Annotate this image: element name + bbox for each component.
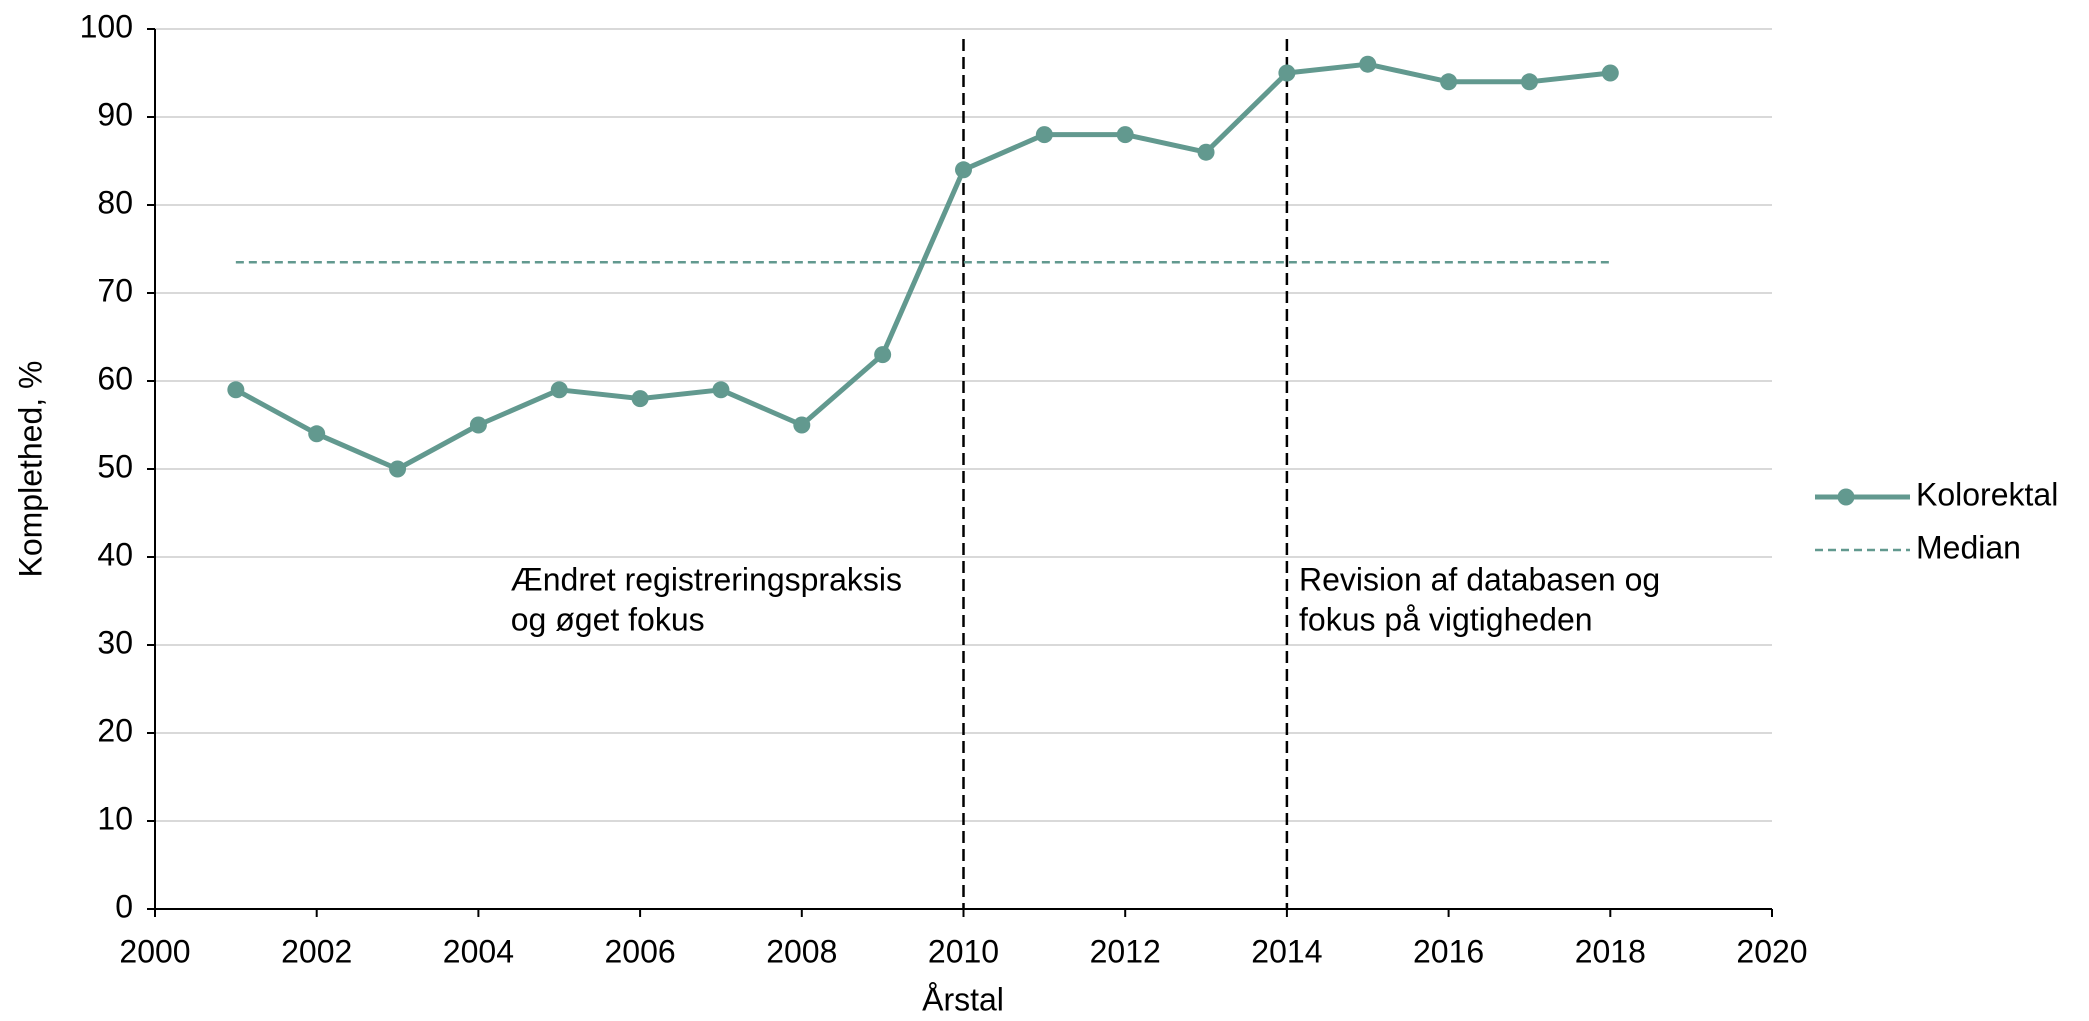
y-tick-label: 100 — [80, 8, 133, 44]
x-tick-label: 2016 — [1413, 933, 1484, 969]
data-point — [227, 381, 245, 399]
y-tick-label: 90 — [97, 96, 133, 132]
annotation: og øget fokus — [511, 601, 705, 637]
y-tick-label: 80 — [97, 184, 133, 220]
annotation: Ændret registreringspraksis — [511, 561, 902, 597]
data-point — [1197, 143, 1215, 161]
data-point — [1520, 73, 1538, 91]
legend-marker — [1837, 488, 1855, 506]
x-tick-label: 2018 — [1575, 933, 1646, 969]
y-tick-label: 50 — [97, 448, 133, 484]
x-tick-label: 2008 — [766, 933, 837, 969]
x-tick-label: 2006 — [605, 933, 676, 969]
data-point — [1440, 73, 1458, 91]
series-line — [234, 61, 1611, 472]
data-point — [955, 161, 972, 179]
x-tick-label: 2004 — [443, 933, 514, 969]
x-tick-label: 2020 — [1736, 933, 1807, 969]
data-point — [1359, 55, 1377, 73]
data-point — [631, 390, 649, 408]
x-tick-label: 2014 — [1251, 933, 1322, 969]
x-tick-label: 2010 — [928, 933, 999, 969]
x-tick-label: 2002 — [281, 933, 352, 969]
y-tick-label: 40 — [97, 536, 133, 572]
data-point — [1601, 64, 1619, 82]
y-tick-label: 0 — [115, 888, 133, 924]
annotation: Revision af databasen og — [1299, 561, 1660, 597]
y-tick-label: 30 — [97, 624, 133, 660]
data-point — [550, 381, 568, 399]
y-tick-label: 60 — [97, 360, 133, 396]
data-point — [874, 346, 892, 364]
data-point — [469, 416, 487, 434]
data-point — [308, 425, 326, 443]
x-tick-label: 2012 — [1090, 933, 1161, 969]
legend-label: Kolorektal — [1916, 476, 2058, 512]
y-tick-label: 20 — [97, 712, 133, 748]
y-tick-label: 70 — [97, 272, 133, 308]
data-point — [712, 381, 730, 399]
annotation: fokus på vigtigheden — [1299, 601, 1593, 637]
x-tick-label: 2000 — [119, 933, 190, 969]
legend-label: Median — [1916, 529, 2021, 565]
data-point — [793, 416, 811, 434]
data-point — [1116, 126, 1134, 144]
x-axis-label: Årstal — [922, 981, 1004, 1017]
data-point — [1278, 64, 1296, 82]
y-axis-label: Komplethed, % — [12, 360, 48, 577]
y-tick-label: 10 — [97, 800, 133, 836]
data-point — [389, 460, 407, 478]
data-point — [1035, 126, 1053, 144]
